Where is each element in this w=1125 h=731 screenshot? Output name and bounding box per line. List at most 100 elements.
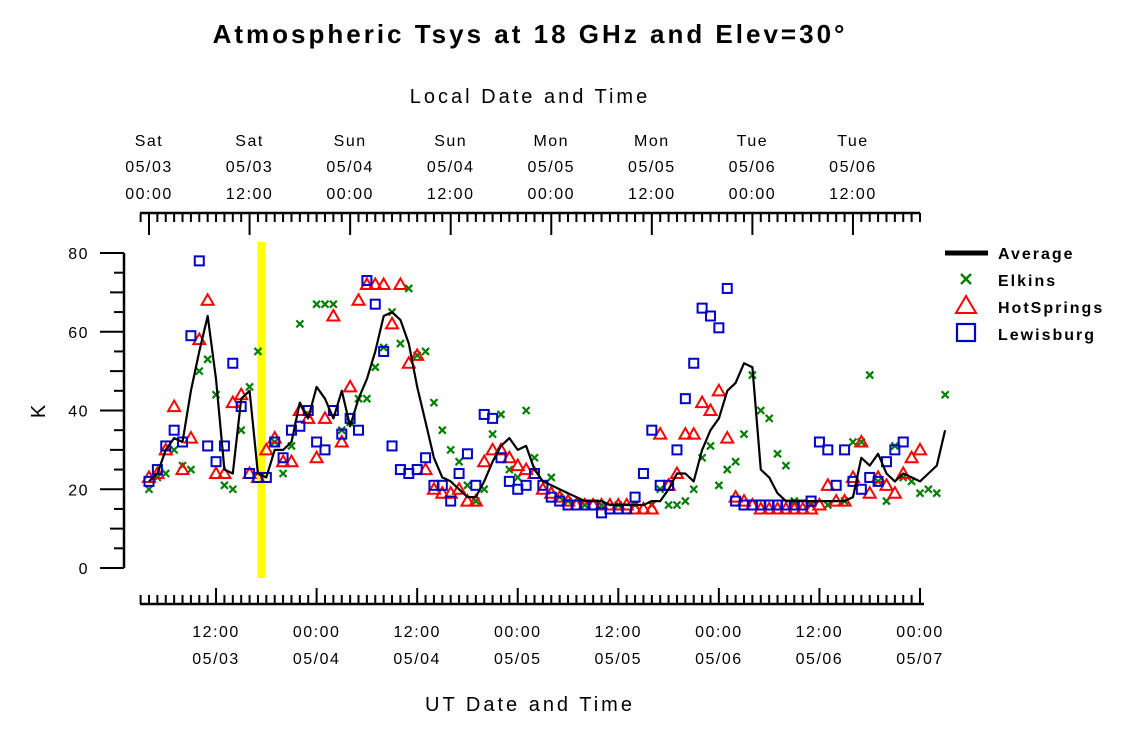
top-tick-date: 05/04 bbox=[427, 159, 475, 176]
top-tick-day: Mon bbox=[533, 133, 569, 150]
lewisburg-point bbox=[420, 452, 432, 464]
marker-stroke bbox=[195, 366, 204, 376]
marker-stroke bbox=[236, 425, 246, 435]
hotsprings-point bbox=[912, 441, 928, 456]
elkins-point bbox=[932, 488, 942, 498]
legend-swatch bbox=[955, 322, 977, 343]
hotsprings-point bbox=[694, 394, 710, 409]
series-layer bbox=[141, 255, 950, 519]
legend-label: Lewisburg bbox=[998, 327, 1096, 344]
hotsprings-point bbox=[258, 441, 275, 456]
series-average bbox=[148, 311, 947, 507]
lewisburg-point bbox=[353, 424, 365, 436]
hotsprings-point bbox=[384, 315, 400, 330]
marker-stroke bbox=[739, 429, 749, 439]
lewisburg-point bbox=[369, 298, 381, 310]
marker-stroke bbox=[421, 347, 430, 356]
elkins-point bbox=[915, 488, 925, 498]
lewisburg-point bbox=[218, 440, 230, 452]
marker-stroke bbox=[245, 382, 254, 392]
lewisburg-point bbox=[889, 444, 901, 456]
lewisburg-point bbox=[487, 412, 499, 424]
lewisburg-point bbox=[503, 475, 515, 487]
elkins-point bbox=[706, 441, 715, 451]
bottom-tick-date: 05/06 bbox=[695, 651, 743, 668]
hotsprings-point bbox=[686, 426, 702, 440]
hotsprings-point bbox=[342, 378, 358, 393]
lewisburg-point bbox=[461, 448, 473, 460]
marker-stroke bbox=[940, 390, 950, 400]
top-tick-date: 05/03 bbox=[226, 159, 274, 176]
top-tick-date: 05/05 bbox=[527, 159, 575, 176]
lewisburg-point bbox=[520, 479, 532, 491]
hotsprings-point bbox=[644, 500, 660, 515]
hotsprings-point bbox=[853, 433, 870, 448]
lewisburg-point bbox=[839, 444, 851, 456]
legend-swatch bbox=[954, 294, 978, 314]
bottom-tick-time: 12:00 bbox=[393, 624, 441, 641]
marker-stroke bbox=[714, 481, 724, 490]
hotsprings-point bbox=[300, 410, 316, 424]
lewisburg-point bbox=[646, 424, 658, 436]
elkins-point bbox=[848, 437, 858, 447]
marker-stroke bbox=[370, 362, 380, 372]
lewisburg-point bbox=[269, 436, 281, 448]
lewisburg-point bbox=[311, 436, 323, 448]
marker-stroke bbox=[329, 299, 338, 309]
elkins-point bbox=[186, 465, 196, 474]
marker-stroke bbox=[396, 339, 405, 348]
lewisburg-point bbox=[721, 282, 733, 294]
elkins-point bbox=[739, 429, 749, 439]
lewisburg-point bbox=[855, 483, 867, 495]
bottom-tick-date: 05/04 bbox=[293, 651, 341, 668]
marker-stroke bbox=[521, 406, 531, 415]
elkins-point bbox=[756, 406, 766, 415]
lewisburg-point bbox=[704, 310, 716, 322]
hotsprings-point bbox=[275, 453, 291, 468]
lewisburg-point bbox=[453, 468, 465, 479]
elkins-point bbox=[463, 481, 472, 490]
legend-item-elkins: Elkins bbox=[960, 273, 1055, 290]
hotsprings-point bbox=[451, 481, 467, 495]
elkins-point bbox=[672, 500, 682, 510]
lewisburg-point bbox=[813, 436, 825, 448]
top-tick-date: 05/03 bbox=[125, 159, 173, 176]
lewisburg-point bbox=[495, 452, 507, 464]
marker-stroke bbox=[203, 355, 212, 364]
marker-stroke bbox=[689, 484, 699, 494]
hotsprings-point bbox=[468, 493, 484, 507]
marker-stroke bbox=[924, 484, 933, 494]
hotsprings-point bbox=[325, 307, 342, 322]
top-x-axis: Sat 05/03 00:00 Sat 05/03 12:00 Sun 05/04 00:00 S… bbox=[125, 133, 921, 235]
top-tick-day: Sat bbox=[135, 133, 164, 150]
top-tick-time: 12:00 bbox=[427, 186, 475, 203]
marker-stroke bbox=[773, 449, 782, 459]
marker-stroke bbox=[253, 347, 263, 356]
top-tick-time: 00:00 bbox=[729, 186, 777, 203]
top-tick-day: Sun bbox=[434, 133, 467, 150]
series-lewisburg bbox=[143, 255, 909, 519]
hotsprings-point bbox=[409, 347, 425, 361]
lewisburg-point bbox=[445, 495, 457, 507]
bottom-tick-time: 00:00 bbox=[494, 624, 542, 641]
hotsprings-point bbox=[535, 481, 551, 495]
hotsprings-point bbox=[635, 500, 652, 515]
highlight-band bbox=[257, 242, 266, 578]
top-tick-time: 12:00 bbox=[628, 186, 676, 203]
top-tick-time: 00:00 bbox=[527, 186, 575, 203]
bottom-tick-time: 12:00 bbox=[796, 624, 844, 641]
top-tick-time: 12:00 bbox=[226, 186, 274, 203]
elkins-point bbox=[220, 481, 229, 490]
elkins-point bbox=[161, 469, 171, 478]
marker-stroke bbox=[664, 500, 673, 510]
legend-item-average: Average bbox=[945, 246, 1073, 263]
marker-stroke bbox=[479, 484, 489, 494]
top-tick-day: Mon bbox=[634, 133, 670, 150]
marker-stroke bbox=[781, 461, 791, 470]
lewisburg-point bbox=[629, 491, 641, 503]
marker-stroke bbox=[882, 496, 891, 506]
hotsprings-point bbox=[484, 441, 501, 456]
hotsprings-point bbox=[493, 441, 509, 456]
elkins-point bbox=[253, 347, 263, 356]
marker-stroke bbox=[681, 496, 690, 506]
